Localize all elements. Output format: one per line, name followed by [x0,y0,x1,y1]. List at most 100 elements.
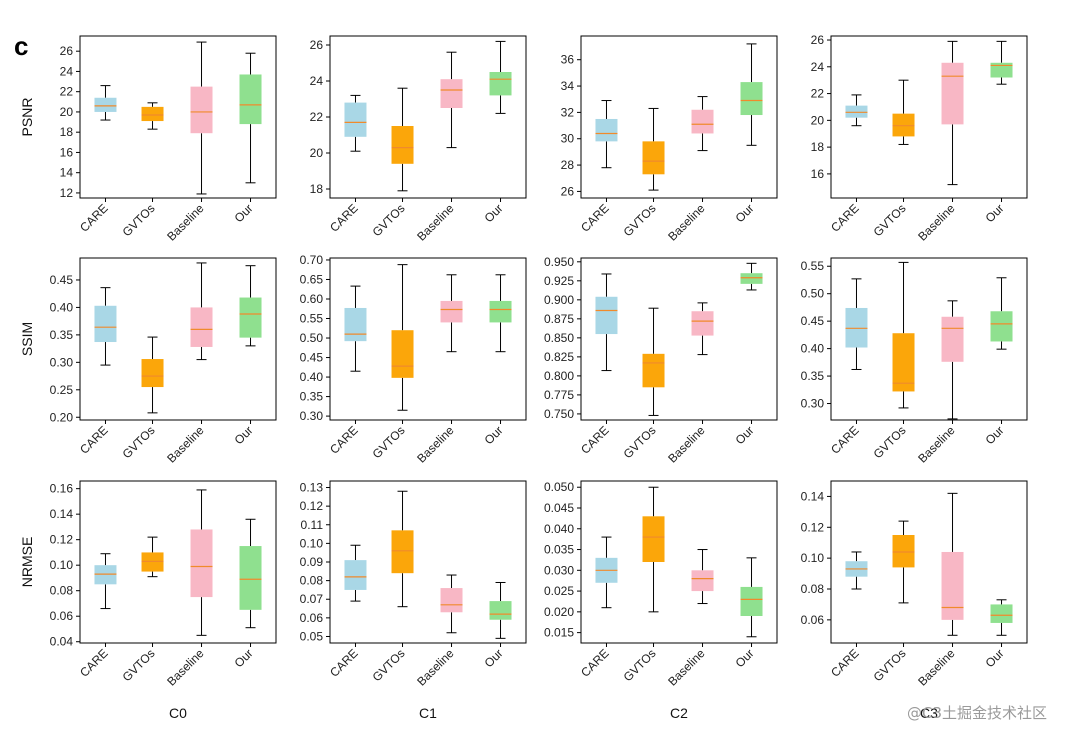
xtick-label-nrmse-c1-care: CARE [327,646,360,679]
axes-frame-ssim-c1 [329,257,527,421]
ytick-label-ssim-c0-2: 0.30 [50,355,74,369]
ytick-label-psnr-c1-0: 18 [310,182,324,196]
panel-nrmse-c3: 0.06 0.08 0.10 0.12 0.14 CARE GVTOs Baseline Our… [801,480,1028,721]
ytick-label-ssim-c2-2: 0.800 [544,369,574,383]
ytick-label-psnr-c2-5: 36 [561,53,575,67]
xtick-label-ssim-c2-our: Our [733,423,757,447]
axes-frame-psnr-c2 [580,35,778,199]
xtick-label-psnr-c0-care: CARE [77,201,110,234]
xtick-label-nrmse-c3-care: CARE [828,646,861,679]
panel-psnr-c3: 16 18 20 22 24 26 CARE GVTOs Baseline Our [811,33,1028,244]
box-psnr-c3-care [845,105,868,118]
panel-psnr-c0: 12 14 16 18 20 22 24 26 CARE GVTOs Baseline Our PSNR [19,35,277,244]
xtick-label-psnr-c3-our: Our [983,201,1007,225]
box-psnr-c2-our [740,82,763,116]
box-psnr-c2-baseline [691,109,714,134]
xtick-label-nrmse-c1-gvtos: GVTOs [370,646,408,684]
ylabel-psnr-c0: PSNR [19,98,35,137]
panel-ssim-c2: 0.750 0.775 0.800 0.825 0.850 0.875 0.900 0.925… [544,255,778,466]
ytick-label-ssim-c1-4: 0.50 [300,331,324,345]
ytick-label-nrmse-c2-3: 0.030 [544,563,574,577]
ytick-label-nrmse-c3-0: 0.06 [801,613,825,627]
ytick-label-psnr-c1-1: 20 [310,146,324,160]
axes-frame-psnr-c3 [830,35,1028,199]
ytick-label-ssim-c1-7: 0.65 [300,272,324,286]
xtick-label-ssim-c0-baseline: Baseline [164,423,207,466]
ytick-label-psnr-c0-1: 14 [60,166,74,180]
box-nrmse-c1-gvtos [391,530,414,574]
box-psnr-c2-gvtos [642,141,665,175]
xtick-label-ssim-c0-care: CARE [77,423,110,456]
ytick-label-ssim-c3-3: 0.45 [801,314,825,328]
ytick-label-psnr-c0-5: 22 [60,85,74,99]
xtick-label-psnr-c2-gvtos: GVTOs [621,201,659,239]
ytick-label-nrmse-c0-2: 0.08 [50,584,74,598]
box-psnr-c0-our [239,74,262,125]
xtick-label-psnr-c1-our: Our [482,201,506,225]
xtick-label-nrmse-c0-our: Our [232,646,256,670]
xtick-label-psnr-c0-gvtos: GVTOs [120,201,158,239]
ytick-label-ssim-c1-2: 0.40 [300,370,324,384]
ytick-label-nrmse-c2-2: 0.025 [544,584,574,598]
ytick-label-psnr-c2-3: 32 [561,105,575,119]
ytick-label-psnr-c3-3: 22 [811,87,825,101]
xtick-label-nrmse-c2-care: CARE [578,646,611,679]
xtick-label-nrmse-c2-gvtos: GVTOs [621,646,659,684]
box-ssim-c2-gvtos [642,353,665,388]
ytick-label-nrmse-c2-5: 0.040 [544,522,574,536]
box-nrmse-c1-care [344,560,367,590]
box-ssim-c2-our [740,273,763,284]
ytick-label-psnr-c3-2: 20 [811,113,825,127]
xtick-label-ssim-c2-care: CARE [578,423,611,456]
box-nrmse-c2-gvtos [642,516,665,562]
axes-frame-ssim-c0 [79,257,277,421]
ylabel-nrmse-c0: NRMSE [19,537,35,588]
condition-label-c2: C2 [670,705,688,721]
axes-frame-ssim-c3 [830,257,1028,421]
ytick-label-ssim-c1-0: 0.30 [300,409,324,423]
xtick-label-ssim-c3-care: CARE [828,423,861,456]
xtick-label-ssim-c1-care: CARE [327,423,360,456]
xtick-label-psnr-c1-care: CARE [327,201,360,234]
ytick-label-nrmse-c2-1: 0.020 [544,605,574,619]
ytick-label-ssim-c2-8: 0.950 [544,255,574,269]
box-ssim-c0-baseline [190,307,213,347]
ytick-label-psnr-c1-3: 24 [310,74,324,88]
xtick-label-ssim-c1-baseline: Baseline [414,423,457,466]
panel-nrmse-c2: 0.015 0.020 0.025 0.030 0.035 0.040 0.045 0.050… [544,480,778,721]
xtick-label-nrmse-c0-gvtos: GVTOs [120,646,158,684]
ytick-label-nrmse-c1-0: 0.05 [300,629,324,643]
axes-frame-ssim-c2 [580,257,778,421]
ytick-label-ssim-c2-7: 0.925 [544,274,574,288]
panel-psnr-c2: 26 28 30 32 34 36 CARE GVTOs Baseline Our [561,35,778,244]
ytick-label-nrmse-c2-7: 0.050 [544,480,574,494]
ytick-label-ssim-c0-0: 0.20 [50,410,74,424]
ytick-label-nrmse-c2-4: 0.035 [544,543,574,557]
box-nrmse-c0-baseline [190,529,213,598]
xtick-label-ssim-c1-gvtos: GVTOs [370,423,408,461]
xtick-label-nrmse-c0-baseline: Baseline [164,646,207,689]
box-psnr-c0-care [94,97,117,112]
panel-psnr-c1: 18 20 22 24 26 CARE GVTOs Baseline Our [310,35,527,244]
xtick-label-ssim-c3-baseline: Baseline [915,423,958,466]
ytick-label-ssim-c1-5: 0.55 [300,312,324,326]
ytick-label-ssim-c1-1: 0.35 [300,390,324,404]
box-ssim-c1-care [344,307,367,342]
panel-nrmse-c0: 0.04 0.06 0.08 0.10 0.12 0.14 0.16 CARE GVTOs Bas… [19,480,277,721]
xtick-label-nrmse-c3-gvtos: GVTOs [871,646,909,684]
ytick-label-ssim-c0-1: 0.25 [50,383,74,397]
xtick-label-ssim-c1-our: Our [482,423,506,447]
ytick-label-psnr-c0-6: 24 [60,64,74,78]
box-ssim-c3-our [990,311,1013,342]
axes-frame-psnr-c0 [79,35,277,199]
box-nrmse-c1-our [489,601,512,620]
ytick-label-nrmse-c1-7: 0.12 [300,499,324,513]
box-ssim-c0-care [94,305,117,343]
ylabel-ssim-c0: SSIM [19,322,35,356]
box-nrmse-c2-baseline [691,570,714,592]
box-psnr-c2-care [595,118,618,142]
ytick-label-nrmse-c0-5: 0.14 [50,507,74,521]
ytick-label-ssim-c2-0: 0.750 [544,407,574,421]
xtick-label-psnr-c2-care: CARE [578,201,611,234]
